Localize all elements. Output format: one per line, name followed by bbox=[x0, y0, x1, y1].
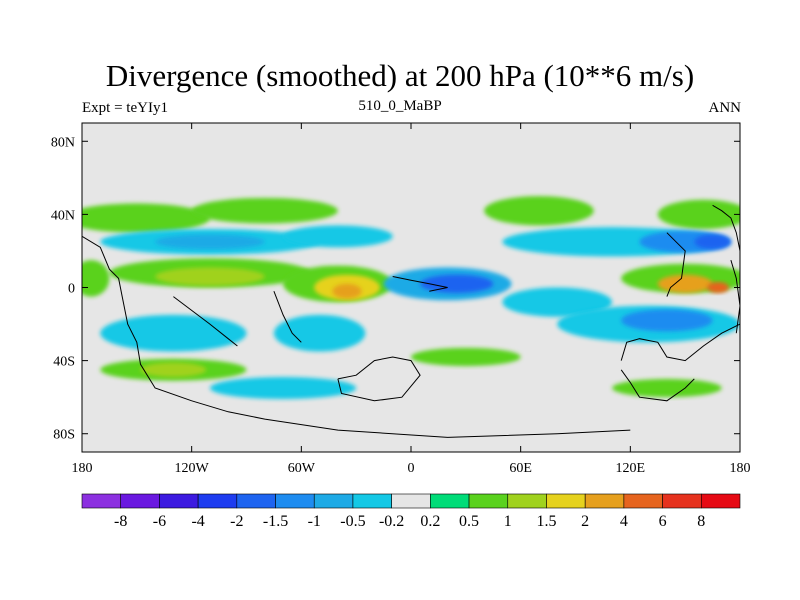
colorbar-label: -6 bbox=[153, 513, 166, 530]
field-s-blue-midlat bbox=[209, 377, 357, 399]
field-band-n-green-west bbox=[82, 203, 210, 233]
colorbar-swatch bbox=[507, 493, 547, 509]
subtitle-experiment: Expt = teYIy1 bbox=[82, 100, 168, 116]
x-tick-label: 0 bbox=[408, 461, 415, 476]
colorbar-label: -4 bbox=[191, 513, 204, 530]
colorbar-label: 1.5 bbox=[536, 513, 556, 530]
coastline-segment bbox=[337, 356, 421, 402]
field-s-yellow-midlat-w bbox=[140, 362, 207, 378]
colorbar-swatch bbox=[197, 493, 238, 509]
subtitle-period: 510_0_MaBP bbox=[358, 98, 442, 114]
field-layer bbox=[82, 196, 740, 399]
field-band-n-green-far-east bbox=[657, 199, 740, 230]
field-band-n-green-mid bbox=[191, 197, 338, 224]
colorbar-label: 0.5 bbox=[459, 513, 479, 530]
field-blue-asia-peak bbox=[694, 234, 731, 250]
colorbar-swatch bbox=[700, 493, 741, 509]
colorbar-label: 2 bbox=[581, 513, 589, 530]
field-eq-blue-africa-core bbox=[420, 274, 494, 293]
field-band-n-green-east bbox=[484, 196, 594, 226]
coastline-segment bbox=[82, 235, 631, 438]
colorbar-swatch bbox=[275, 493, 315, 509]
colorbar-swatch bbox=[584, 493, 625, 509]
colorbar-swatch bbox=[352, 493, 392, 509]
subtitle-season: ANN bbox=[708, 100, 742, 116]
field-green-w-180 bbox=[82, 260, 110, 297]
coastline-segment bbox=[620, 369, 695, 402]
colorbar-label: -0.2 bbox=[379, 513, 404, 530]
colorbar-swatch bbox=[313, 493, 354, 509]
field-eq-yellow-pacific bbox=[155, 267, 265, 286]
colorbar-label: -1 bbox=[308, 513, 321, 530]
colorbar-swatch bbox=[391, 493, 431, 509]
colorbar: -8 -6 -4 -2 -1.5 -1 -0.5 -0.2 0.2 0.5 1 1.5 2 4 6 8 bbox=[81, 493, 741, 530]
y-tick-label: 40N bbox=[51, 208, 75, 223]
field-eq-orange-e-pacific bbox=[657, 274, 713, 293]
y-tick-label: 0 bbox=[68, 282, 75, 297]
field-eq-blue-indian bbox=[502, 287, 613, 317]
field-blue-n-pacific-core bbox=[155, 234, 265, 250]
axis-ticks: 180 120W 60W 0 60E 120E 180 80N 40N 0 40S 80S bbox=[51, 123, 751, 476]
y-tick-label: 80N bbox=[51, 135, 75, 150]
chart-title: Divergence (smoothed) at 200 hPa (10**6 … bbox=[105, 58, 695, 93]
colorbar-label: 6 bbox=[659, 513, 667, 530]
coastline-segment bbox=[273, 291, 302, 343]
colorbar-swatch bbox=[546, 493, 586, 509]
colorbar-swatch bbox=[468, 493, 509, 509]
y-tick-label: 80S bbox=[53, 428, 75, 443]
field-eq-red-e-pacific bbox=[707, 282, 730, 293]
coastline-segment bbox=[392, 276, 448, 292]
field-s-green-midlat-e bbox=[612, 378, 722, 398]
coastline-segment bbox=[712, 204, 740, 251]
x-tick-label: 60W bbox=[288, 461, 316, 476]
colorbar-swatch bbox=[623, 493, 663, 509]
coastline-segment bbox=[173, 296, 238, 347]
field-s-blue-indian-core bbox=[621, 309, 713, 332]
colorbar-swatch bbox=[430, 493, 470, 509]
colorbar-label: 8 bbox=[697, 513, 705, 530]
colorbar-swatch bbox=[120, 493, 160, 509]
colorbar-swatch bbox=[662, 493, 702, 509]
colorbar-swatch bbox=[236, 493, 276, 509]
colorbar-label: -2 bbox=[230, 513, 243, 530]
field-s-blue-atlantic bbox=[273, 314, 366, 352]
coastline-segment bbox=[620, 323, 740, 362]
x-tick-label: 60E bbox=[509, 461, 532, 476]
colorbar-label: -8 bbox=[114, 513, 127, 530]
colorbar-label: 1 bbox=[504, 513, 512, 530]
colorbar-swatch bbox=[81, 493, 122, 509]
x-tick-label: 180 bbox=[730, 461, 751, 476]
colorbar-label: -0.5 bbox=[340, 513, 365, 530]
coastline-segment bbox=[666, 232, 686, 297]
colorbar-label: -1.5 bbox=[263, 513, 288, 530]
field-s-green-midlat-atl bbox=[411, 347, 521, 367]
y-tick-label: 40S bbox=[53, 355, 75, 370]
colorbar-swatch bbox=[159, 493, 199, 509]
x-tick-label: 120E bbox=[616, 461, 646, 476]
x-tick-label: 120W bbox=[175, 461, 210, 476]
field-eq-orange-atlantic bbox=[332, 283, 362, 299]
field-blue-n-atlantic bbox=[283, 225, 393, 248]
coastline-segment bbox=[730, 259, 740, 334]
field-s-blue-pacific bbox=[100, 314, 247, 352]
colorbar-label: 0.2 bbox=[420, 513, 440, 530]
coastline-layer bbox=[82, 204, 740, 438]
colorbar-label: 4 bbox=[620, 513, 628, 530]
x-tick-label: 180 bbox=[72, 461, 93, 476]
